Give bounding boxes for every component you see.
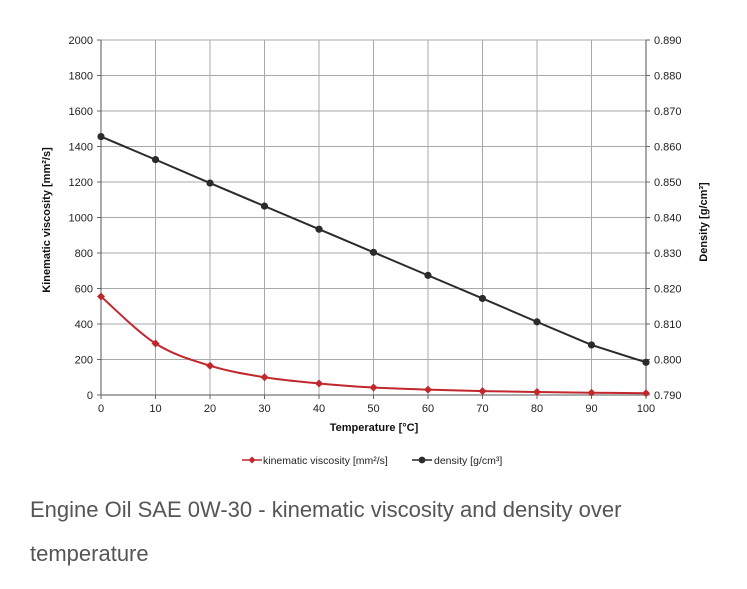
viscosity-point: [206, 361, 214, 370]
viscosity-point: [642, 389, 650, 398]
legend-item-viscosity: kinematic viscosity [mm²/s]: [242, 455, 388, 467]
grid: [101, 39, 646, 395]
density-point: [369, 248, 378, 256]
left-axis-ticks: 0 200 400 600 800 1000 1200 1400 1600 1800 2000: [69, 35, 101, 402]
density-point: [315, 225, 323, 233]
x-tick-label: 70: [476, 403, 488, 415]
x-tick-label: 50: [367, 403, 379, 415]
viscosity-point: [478, 387, 487, 396]
left-tick-label: 200: [75, 355, 93, 367]
x-tick-label: 60: [422, 403, 434, 415]
density-point: [260, 202, 269, 210]
left-tick-label: 400: [75, 319, 93, 331]
right-tick-label: 0.890: [654, 35, 682, 47]
density-point: [587, 341, 596, 349]
x-tick-label: 40: [313, 403, 325, 415]
right-tick-label: 0.880: [654, 71, 682, 83]
density-point: [642, 358, 650, 366]
legend-marker-viscosity: [248, 456, 256, 464]
left-tick-label: 1400: [69, 142, 93, 154]
viscosity-point: [424, 385, 432, 394]
viscosity-point: [260, 373, 269, 382]
left-tick-label: 1800: [69, 71, 93, 83]
left-tick-label: 600: [75, 284, 93, 296]
density-point: [206, 179, 214, 187]
viscosity-point: [533, 387, 541, 396]
legend-item-density: density [g/cm³]: [412, 455, 502, 467]
right-tick-label: 0.810: [654, 319, 682, 331]
left-tick-label: 2000: [69, 35, 93, 47]
right-tick-label: 0.800: [654, 355, 682, 367]
density-point: [424, 271, 432, 279]
density-point: [478, 294, 487, 303]
y2-axis-title: Density [g/cm³]: [698, 182, 710, 262]
viscosity-point: [97, 292, 105, 301]
legend-label-density: density [g/cm³]: [434, 455, 502, 467]
right-tick-label: 0.860: [654, 142, 682, 154]
left-tick-label: 1200: [69, 177, 93, 189]
x-tick-label: 80: [531, 403, 543, 415]
density-point: [151, 156, 160, 164]
left-tick-label: 1000: [69, 213, 93, 225]
right-axis-ticks: 0.790 0.800 0.810 0.820 0.830 0.840 0.850 0.860…: [646, 35, 682, 402]
x-tick-label: 90: [585, 403, 597, 415]
x-tick-label: 20: [204, 403, 216, 415]
legend-label-viscosity: kinematic viscosity [mm²/s]: [263, 455, 388, 467]
density-point: [97, 132, 105, 141]
right-tick-label: 0.820: [654, 284, 682, 296]
left-tick-label: 1600: [69, 106, 93, 118]
y-axis-title: Kinematic viscosity [mm²/s]: [41, 147, 53, 293]
series: [97, 132, 650, 398]
viscosity-point: [369, 383, 378, 392]
x-tick-label: 100: [637, 403, 655, 415]
right-tick-label: 0.870: [654, 106, 682, 118]
viscosity-point: [151, 339, 160, 348]
legend: kinematic viscosity [mm²/s] density [g/c…: [242, 455, 502, 467]
right-tick-label: 0.840: [654, 213, 682, 225]
viscosity-point: [315, 379, 323, 388]
viscosity-point: [587, 388, 596, 397]
x-axis-title: Temperature [°C]: [330, 422, 419, 434]
density-point: [533, 318, 541, 326]
left-tick-label: 0: [87, 390, 93, 402]
x-tick-label: 10: [149, 403, 161, 415]
right-tick-label: 0.830: [654, 248, 682, 260]
x-tick-label: 30: [258, 403, 270, 415]
right-tick-label: 0.850: [654, 177, 682, 189]
legend-marker-density: [418, 456, 426, 464]
x-axis-ticks: 0 10 20 30 40 50 60 70 80 90 100: [98, 395, 655, 415]
figure-caption: Engine Oil SAE 0W-30 - kinematic viscosi…: [30, 497, 622, 566]
x-tick-label: 0: [98, 403, 104, 415]
left-tick-label: 800: [75, 248, 93, 260]
right-tick-label: 0.790: [654, 390, 682, 402]
